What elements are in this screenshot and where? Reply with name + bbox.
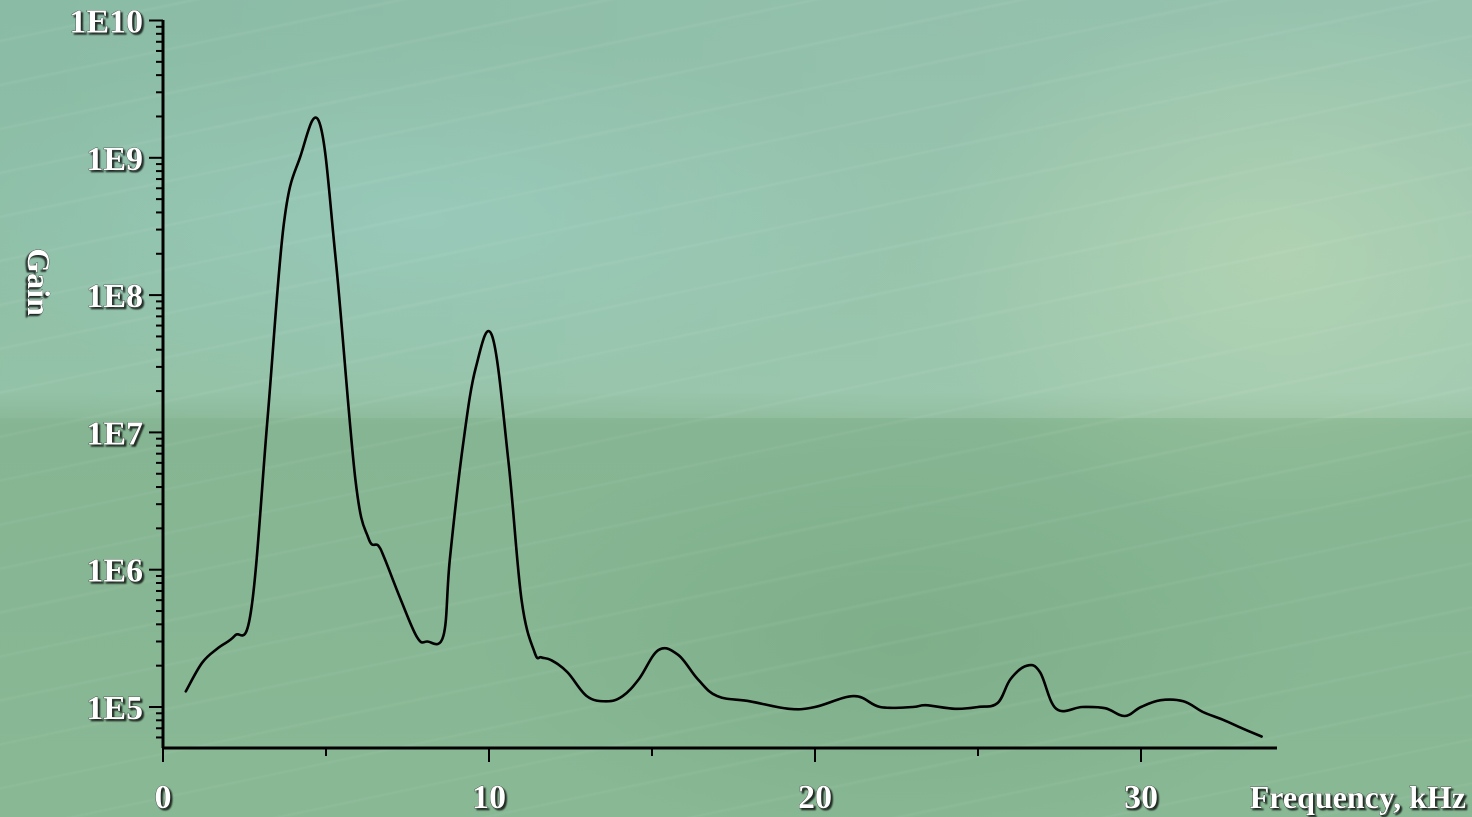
x-tick-label: 30 — [1124, 779, 1158, 816]
x-tick-labels: 0 10 20 30 — [154, 779, 1158, 817]
y-tick-labels: 1E5 1E6 1E7 1E8 1E9 1E10 — [69, 3, 143, 727]
x-axis: 0 10 20 30 Frequency, kHz — [154, 746, 1466, 817]
y-tick-label: 1E10 — [69, 4, 143, 41]
y-axis-title: Gain — [21, 248, 57, 316]
background-band — [0, 0, 1472, 418]
x-tick-label: 20 — [798, 779, 832, 816]
gain-series-line — [184, 116, 1263, 738]
y-ticks — [149, 19, 163, 739]
y-tick-label: 1E7 — [86, 415, 143, 452]
y-tick-label: 1E9 — [86, 141, 143, 178]
y-tick-label: 1E8 — [86, 278, 143, 315]
x-axis-title: Frequency, kHz — [1250, 779, 1466, 815]
x-ticks — [162, 748, 1142, 762]
x-tick-label: 0 — [155, 779, 172, 816]
y-axis: 1E5 1E6 1E7 1E8 1E9 1E10 Gain — [21, 3, 165, 748]
y-tick-label: 1E5 — [86, 690, 143, 727]
y-tick-label: 1E6 — [86, 553, 143, 590]
series-group — [184, 116, 1263, 738]
x-tick-label: 10 — [472, 779, 506, 816]
